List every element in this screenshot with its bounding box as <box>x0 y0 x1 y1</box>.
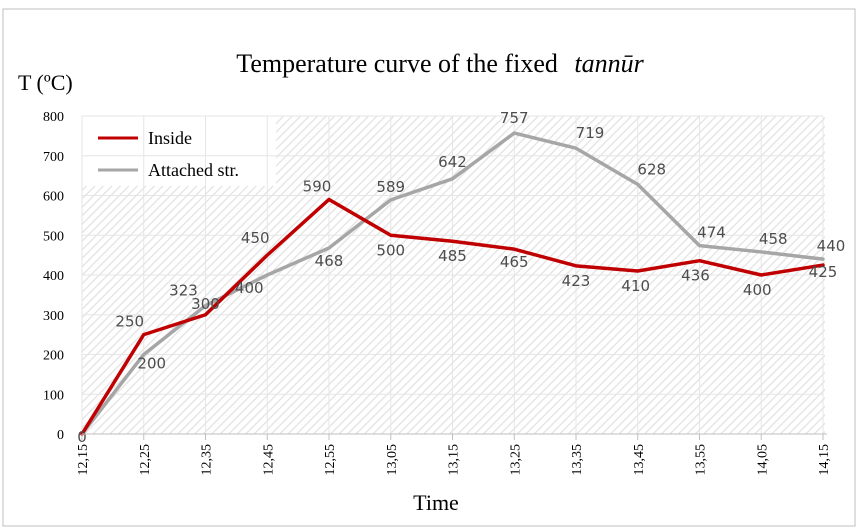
series-layer <box>80 131 825 436</box>
y-tick-label-100: 100 <box>43 388 64 403</box>
legend: Inside Attached str. <box>98 128 239 180</box>
data-label-inside-9: 410 <box>621 277 650 295</box>
data-label-inside-11: 400 <box>743 281 772 299</box>
y-tick-label-200: 200 <box>43 349 64 364</box>
data-label-attached-4: 468 <box>315 252 344 270</box>
data-label-attached-11: 458 <box>759 230 788 248</box>
data-label-inside-5: 500 <box>376 241 405 259</box>
y-tick-label-700: 700 <box>43 150 64 165</box>
data-label-attached-7: 757 <box>500 109 529 127</box>
data-label-attached-3: 400 <box>235 279 264 297</box>
data-label-inside-7: 465 <box>500 253 529 271</box>
x-tick-label-13,15: 13,15 <box>447 444 462 476</box>
data-label-inside-2: 300 <box>191 295 220 313</box>
y-tick-label-0: 0 <box>57 428 64 443</box>
y-tick-label-400: 400 <box>43 269 64 284</box>
series-line-inside <box>80 197 825 436</box>
gridlines <box>81 115 824 435</box>
x-tick-label-13,25: 13,25 <box>508 444 523 476</box>
data-label-attached-12: 440 <box>817 237 846 255</box>
x-tick-label-14,15: 14,15 <box>817 444 832 476</box>
legend-label-inside: Inside <box>148 128 192 148</box>
data-label-attached-8: 719 <box>576 124 605 142</box>
axes: 0 100 200 300 400 500 600 700 800 12,15 12,25 12,35… <box>43 110 832 476</box>
data-label-inside-1: 250 <box>115 313 144 331</box>
x-tick-label-13,05: 13,05 <box>385 444 400 476</box>
data-label-inside-8: 423 <box>562 272 591 290</box>
x-tick-label-13,35: 13,35 <box>570 444 585 476</box>
y-tick-label-600: 600 <box>43 190 64 205</box>
legend-label-attached: Attached str. <box>148 160 239 180</box>
x-tick-label-12,45: 12,45 <box>261 444 276 476</box>
x-tick-label-12,15: 12,15 <box>76 444 91 476</box>
y-axis-title: T (ºC) <box>18 70 73 95</box>
data-label-attached-1: 200 <box>137 355 166 373</box>
chart-title-main: Temperature curve of the fixed <box>236 49 558 78</box>
y-tick-label-300: 300 <box>43 309 64 324</box>
x-tick-label-12,35: 12,35 <box>200 444 215 476</box>
data-label-attached-9: 628 <box>637 160 666 178</box>
chart-title: Temperature curve of the fixed tannūr <box>236 49 644 78</box>
plot-area-background-right <box>276 116 825 186</box>
data-label-inside-10: 436 <box>681 267 710 285</box>
y-tick-label-500: 500 <box>43 229 64 244</box>
x-tick-label-13,55: 13,55 <box>694 444 709 476</box>
y-tick-label-800: 800 <box>43 110 64 125</box>
x-tick-label-13,45: 13,45 <box>632 444 647 476</box>
chart-title-italic: tannūr <box>574 49 644 78</box>
x-tick-label-14,05: 14,05 <box>755 444 770 476</box>
x-tick-label-12,25: 12,25 <box>138 444 153 476</box>
x-axis-title: Time <box>413 490 459 515</box>
data-label-inside-3: 450 <box>241 229 270 247</box>
data-label-attached-10: 474 <box>697 224 726 242</box>
series-line-attached <box>80 131 825 436</box>
data-label-attached-2: 323 <box>169 282 198 300</box>
x-tick-label-12,55: 12,55 <box>323 444 338 476</box>
data-label-inside-12: 425 <box>809 263 838 281</box>
data-label-attached-6: 642 <box>438 153 467 171</box>
data-label-inside-6: 485 <box>438 247 467 265</box>
data-label-inside-4: 590 <box>303 177 332 195</box>
data-label-attached-5: 589 <box>376 178 405 196</box>
